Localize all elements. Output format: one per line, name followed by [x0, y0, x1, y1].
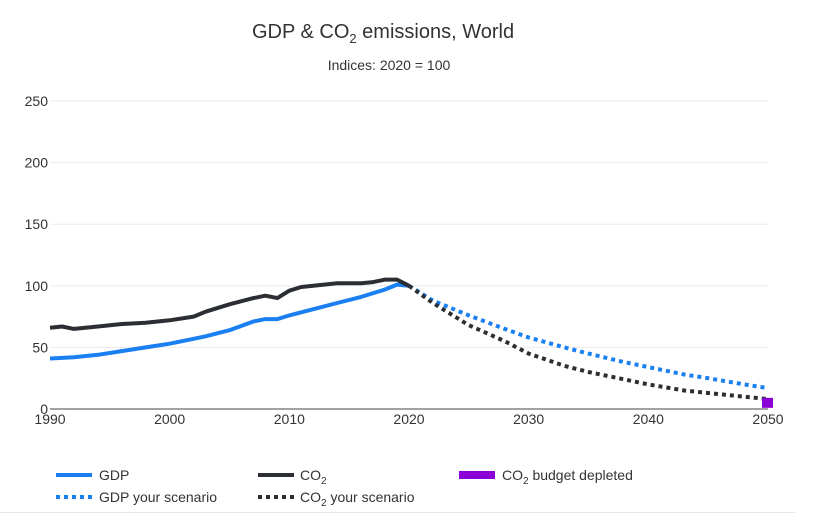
legend-swatch [459, 471, 495, 479]
x-tick-label: 1990 [34, 411, 65, 427]
legend-label: CO2 budget depleted [502, 467, 633, 487]
axis-layer: 0 50 100 150 200 250 1990 2000 2010 2020 2030 2040 2… [25, 93, 784, 427]
legend-item[interactable]: GDP [56, 467, 129, 483]
x-tick-label: 2030 [513, 411, 544, 427]
chart-subtitle: Indices: 2020 = 100 [328, 57, 451, 73]
legend-label: GDP your scenario [99, 489, 217, 505]
legend-item[interactable]: CO2 [258, 467, 327, 487]
y-tick-label: 200 [25, 155, 49, 171]
series-line [407, 284, 769, 402]
legend[interactable]: GDP CO2 CO2 budget depleted GDP your scenar… [56, 467, 633, 509]
series-layer [49, 277, 773, 408]
chart-title-sub: 2 [349, 31, 356, 46]
series-line [49, 277, 410, 331]
series-line [49, 282, 410, 361]
x-tick-label: 2050 [752, 411, 783, 427]
chart-title: GDP & CO2 emissions, World [252, 21, 514, 46]
x-tick-label: 2040 [633, 411, 664, 427]
legend-item[interactable]: CO2 budget depleted [459, 467, 633, 487]
y-tick-label: 150 [25, 216, 49, 232]
y-tick-label: 250 [25, 93, 49, 109]
legend-item[interactable]: CO2 your scenario [258, 489, 415, 509]
grid-layer [50, 100, 768, 348]
legend-label: CO2 [300, 467, 327, 487]
bottom-divider [0, 512, 795, 513]
legend-label: GDP [99, 467, 129, 483]
y-tick-label: 50 [32, 339, 48, 355]
x-tick-label: 2000 [154, 411, 185, 427]
chart-title-part2: emissions, World [357, 21, 514, 43]
series-line [407, 284, 769, 391]
legend-item[interactable]: GDP your scenario [56, 489, 217, 505]
legend-label: CO2 your scenario [300, 489, 415, 509]
y-tick-label: 100 [25, 278, 49, 294]
x-tick-label: 2020 [393, 411, 424, 427]
chart-title-part1: GDP & CO [252, 21, 349, 43]
x-tick-label: 2010 [274, 411, 305, 427]
y-tick-label: 0 [40, 401, 48, 417]
series-point [762, 397, 773, 408]
